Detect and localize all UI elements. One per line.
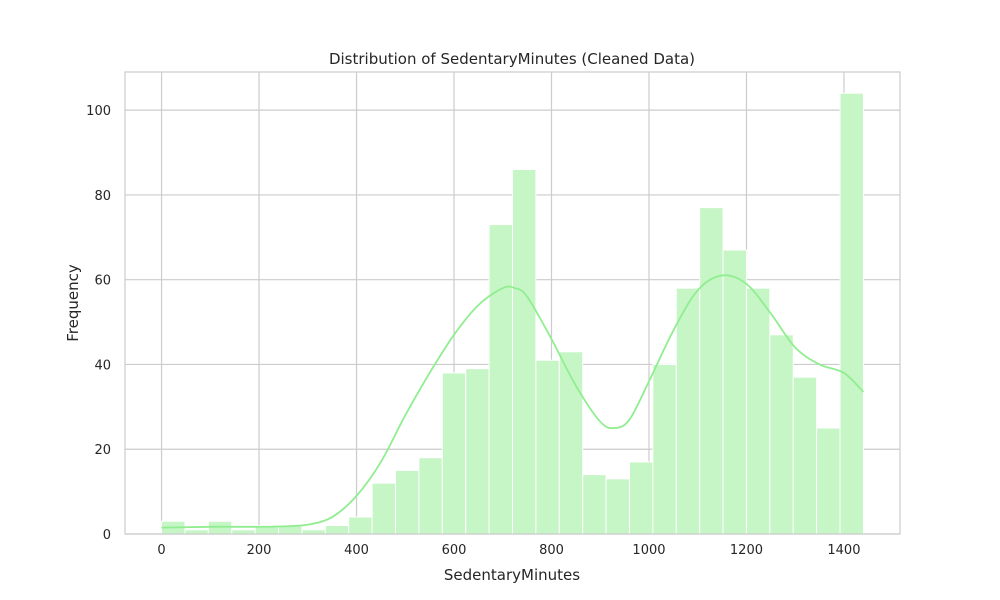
histogram-bar	[699, 207, 724, 535]
plot-frame	[124, 71, 901, 535]
x-tick-label: 0	[157, 543, 165, 558]
histogram-bar	[582, 474, 607, 535]
y-tick-label: 100	[86, 104, 111, 119]
y-tick-labels: 0 20 40 60 80 100	[86, 104, 111, 543]
x-tick-label: 1200	[730, 543, 763, 558]
x-tick-label: 600	[442, 543, 467, 558]
x-axis-label: SedentaryMinutes	[444, 566, 580, 584]
histogram-bar	[558, 351, 584, 535]
histogram-bar	[512, 168, 537, 535]
x-tick-label: 1000	[632, 543, 665, 558]
x-tick-label: 1400	[827, 543, 860, 558]
histogram-bar	[605, 478, 630, 535]
histogram-bar	[231, 529, 256, 535]
y-tick-label: 80	[94, 189, 111, 204]
histogram-bar	[769, 334, 794, 535]
histogram-bar	[395, 469, 420, 535]
kde-curve	[161, 274, 865, 529]
histogram-bar	[816, 427, 841, 535]
histogram-bar	[371, 482, 397, 535]
histogram-bar	[628, 461, 654, 535]
histogram-bar	[301, 529, 326, 535]
y-axis-label: Frequency	[64, 264, 82, 342]
bars-layer	[161, 92, 864, 535]
y-tick-label: 40	[94, 358, 111, 373]
histogram-bar	[535, 359, 560, 535]
x-tick-label: 400	[344, 543, 369, 558]
y-tick-label: 60	[94, 274, 111, 289]
histogram-bar	[441, 372, 467, 535]
histogram-bar	[184, 529, 209, 535]
histogram-bar	[652, 363, 677, 535]
y-tick-label: 0	[103, 528, 111, 543]
chart-title: Distribution of SedentaryMinutes (Cleane…	[329, 50, 695, 68]
histogram-bar	[792, 376, 818, 535]
histogram-bar	[675, 287, 701, 535]
histogram-bar	[348, 516, 373, 535]
histogram-bar	[839, 92, 864, 535]
histogram-bar	[722, 249, 747, 535]
x-tick-labels: 0 200 400 600 800 1000 1200 1400	[157, 543, 860, 558]
y-tick-label: 20	[94, 443, 111, 458]
x-tick-label: 800	[539, 543, 564, 558]
x-tick-label: 200	[247, 543, 272, 558]
histogram-bar	[745, 287, 771, 535]
histogram-bar	[465, 368, 490, 535]
histogram-bar	[418, 457, 443, 535]
histogram-bar	[324, 525, 350, 535]
histogram-bar	[488, 224, 513, 535]
